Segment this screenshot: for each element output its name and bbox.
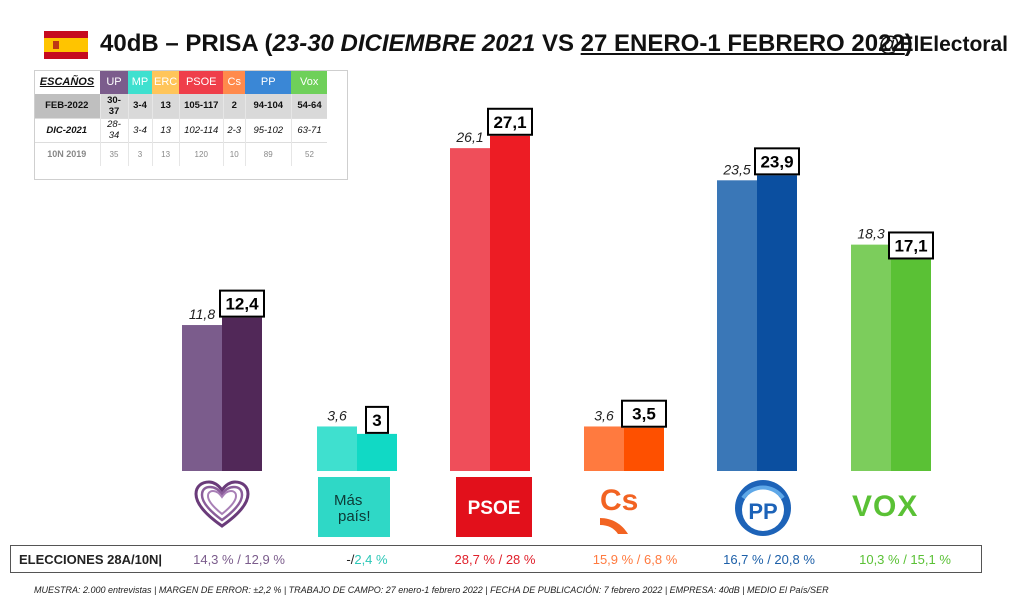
bar-up-feb-2022 xyxy=(222,317,262,471)
vox-logo: VOX xyxy=(852,490,919,523)
seats-table: ESCAÑOS UP MP ERC PSOE Cs PP Vox FEB-202… xyxy=(34,70,328,166)
bar-cs-dic-2021 xyxy=(584,426,624,471)
elections-value-up: 14,3 % / 12,9 % xyxy=(193,552,285,567)
data-label-cs-feb-2022: 3,5 xyxy=(632,405,656,424)
table-row: FEB-2022 30-37 3-4 13 105-117 2 94-104 5… xyxy=(34,94,328,118)
bar-psoe-dic-2021 xyxy=(450,148,490,471)
data-label-vox-feb-2022: 17,1 xyxy=(894,236,927,255)
data-label-box-cs-feb-2022 xyxy=(621,399,667,428)
pp-logo: PP xyxy=(735,480,791,536)
bar-pp-feb-2022 xyxy=(757,175,797,471)
seats-table-header: ESCAÑOS xyxy=(39,76,95,88)
bar-mas-pais-dic-2021 xyxy=(317,426,357,471)
party-header-cs: Cs xyxy=(223,70,246,94)
party-header-erc: ERC xyxy=(152,70,180,94)
data-label-pp-feb-2022: 23,9 xyxy=(760,152,793,171)
methodology-footer: MUESTRA: 2.000 entrevistas | MARGEN DE E… xyxy=(34,585,829,595)
data-label-pp-dic-2021: 23,5 xyxy=(722,161,750,177)
party-header-mp: MP xyxy=(128,70,152,94)
data-label-vox-dic-2021: 18,3 xyxy=(857,226,884,242)
elections-value-vox: 10,3 % / 15,1 % xyxy=(859,552,951,567)
mas-pais-logo: Más país! xyxy=(318,477,390,537)
title-dates-new: 27 ENERO-1 FEBRERO 2022 xyxy=(580,30,905,57)
psoe-logo: PSOE xyxy=(456,477,532,537)
bar-vox-feb-2022 xyxy=(891,259,931,471)
data-label-mas-pais-feb-2022: 3 xyxy=(372,411,381,430)
bar-pp-dic-2021 xyxy=(717,180,757,471)
elections-value-mp: -/2,4 % xyxy=(346,552,388,567)
data-label-up-feb-2022: 12,4 xyxy=(225,295,259,314)
author-handle: @ElElectoral xyxy=(878,33,1008,56)
title-dates-previous: 23-30 DICIEMBRE 2021 xyxy=(272,30,536,57)
table-row: 10N 2019 35 3 13 120 10 89 52 xyxy=(34,141,328,166)
svg-text:Cs: Cs xyxy=(600,484,638,517)
data-label-psoe-dic-2021: 26,1 xyxy=(455,129,483,145)
bar-up-dic-2021 xyxy=(182,325,222,471)
data-label-box-psoe-feb-2022 xyxy=(487,107,533,136)
spain-flag-icon xyxy=(44,31,88,59)
data-label-psoe-feb-2022: 27,1 xyxy=(493,113,526,132)
data-label-up-dic-2021: 11,8 xyxy=(189,306,215,322)
data-label-box-mas-pais-feb-2022 xyxy=(365,405,389,434)
data-label-cs-dic-2021: 3,6 xyxy=(594,407,614,423)
elections-value-cs: 15,9 % / 6,8 % xyxy=(592,552,678,567)
bar-psoe-feb-2022 xyxy=(490,135,530,471)
data-label-box-up-feb-2022 xyxy=(219,289,265,318)
party-header-pp: PP xyxy=(245,70,292,94)
bar-mas-pais-feb-2022 xyxy=(357,433,397,471)
data-label-box-pp-feb-2022 xyxy=(754,147,800,176)
bar-cs-feb-2022 xyxy=(624,427,664,471)
party-header-up: UP xyxy=(100,70,128,94)
ciudadanos-logo: Cs xyxy=(600,484,638,534)
elections-value-pp: 16,7 % / 20,8 % xyxy=(723,552,815,567)
svg-text:PP: PP xyxy=(748,499,777,524)
bar-vox-dic-2021 xyxy=(851,244,891,471)
previous-elections-row: ELECCIONES 28A/10N| 14,3 % / 12,9 % -/2,… xyxy=(10,545,982,573)
data-label-mas-pais-dic-2021: 3,6 xyxy=(327,407,347,423)
elections-value-psoe: 28,7 % / 28 % xyxy=(454,552,536,567)
elections-label: ELECCIONES 28A/10N| xyxy=(19,552,163,567)
table-row: DIC-2021 28-34 3-4 13 102-114 2-3 95-102… xyxy=(34,117,328,142)
party-header-vox: Vox xyxy=(291,70,328,94)
party-header-psoe: PSOE xyxy=(179,70,224,94)
data-label-box-vox-feb-2022 xyxy=(888,231,934,260)
page-title: 40dB – PRISA (23-30 DICIEMBRE 2021 VS 27… xyxy=(100,30,913,57)
podemos-heart-icon xyxy=(194,480,250,528)
